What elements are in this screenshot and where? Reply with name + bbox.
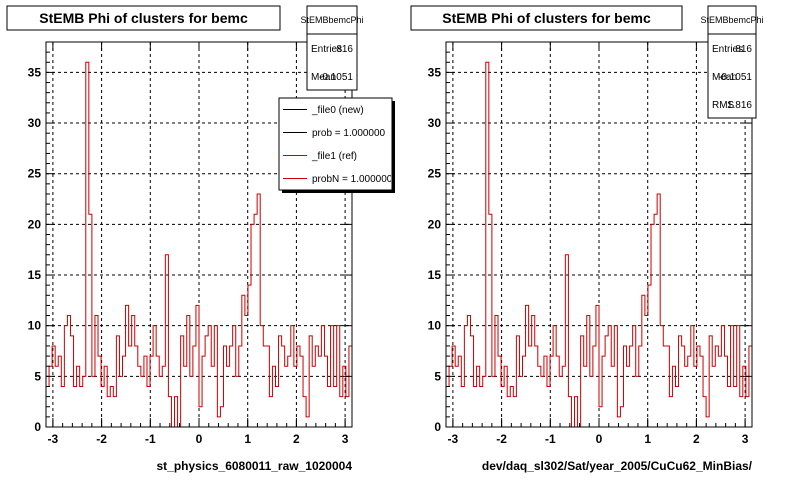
- stats-value-entries: 816: [336, 44, 353, 55]
- title-box: [410, 5, 683, 31]
- y-tick-label-2: 10: [428, 319, 442, 333]
- y-tick-label-7: 35: [428, 65, 442, 79]
- x-axis-label: st_physics_6080011_raw_1020004: [156, 459, 352, 473]
- stats-label-entries: Entries: [311, 44, 342, 55]
- stats-box-name: StEMBbemcPhi: [300, 15, 363, 25]
- y-tick-label-4: 20: [28, 217, 42, 231]
- stats-value-entries: 816: [735, 44, 752, 55]
- legend-label-3: _file1 (ref): [311, 151, 357, 162]
- y-tick-label-1: 5: [34, 369, 41, 383]
- x-tick-label-1: -2: [96, 432, 107, 446]
- y-tick-label-4: 20: [428, 217, 442, 231]
- legend-label-1: _file0 (new): [311, 105, 364, 116]
- x-tick-label-2: -1: [545, 432, 556, 446]
- stats-label-entries: Entries: [712, 44, 743, 55]
- y-tick-label-0: 0: [434, 420, 441, 434]
- y-tick-label-6: 30: [28, 116, 42, 130]
- x-tick-label-5: 2: [293, 432, 300, 446]
- legend-label-2: prob = 1.000000: [312, 128, 386, 139]
- legend: _file0 (new) prob = 1.000000 _file1 (ref) p…: [278, 97, 395, 193]
- legend-box: [278, 97, 393, 191]
- stats-label-mean: Mean: [712, 72, 737, 83]
- title-box: [6, 5, 281, 31]
- x-tick-label-5: 2: [693, 432, 700, 446]
- x-tick-label-0: -3: [448, 432, 459, 446]
- x-tick-label-2: -1: [145, 432, 156, 446]
- x-tick-label-4: 1: [644, 432, 651, 446]
- x-tick-label-4: 1: [244, 432, 251, 446]
- y-tick-label-6: 30: [428, 116, 442, 130]
- x-tick-label-0: -3: [48, 432, 59, 446]
- chart-panel-1: -3 -2 -1 0 1 2 305101520253035st_physics_60800…: [6, 5, 395, 473]
- stats-box: [306, 5, 358, 91]
- x-tick-label-3: 0: [196, 432, 203, 446]
- legend-label-4: probN = 1.000000: [312, 174, 393, 185]
- x-tick-label-6: 3: [742, 432, 749, 446]
- y-tick-label-5: 25: [28, 167, 42, 181]
- chart-panel-2: -3 -2 -1 0 1 2 305101520253035dev/daq_sl302/Sa…: [410, 5, 764, 473]
- stats-value-rms: 1.816: [727, 100, 752, 111]
- y-tick-label-3: 15: [28, 268, 42, 282]
- y-tick-label-5: 25: [428, 167, 442, 181]
- x-tick-label-1: -2: [496, 432, 507, 446]
- stats-label-mean: Mean: [311, 72, 336, 83]
- y-tick-label-0: 0: [34, 420, 41, 434]
- legend-entries: _file0 (new) prob = 1.000000 _file1 (ref) p…: [283, 105, 393, 185]
- stats-box-name: StEMBbemcPhi: [700, 15, 763, 25]
- x-tick-label-3: 0: [596, 432, 603, 446]
- y-tick-label-2: 10: [28, 319, 42, 333]
- chart-title: StEMB Phi of clusters for bemc: [39, 10, 248, 26]
- x-axis-label: dev/daq_sl302/Sat/year_2005/CuCu62_MinBi…: [482, 459, 753, 473]
- stats-label-rms: RMS: [712, 100, 735, 111]
- stats-value-mean: -0.1051: [319, 72, 353, 83]
- y-tick-label-1: 5: [434, 369, 441, 383]
- stats-value-mean: -0.1051: [718, 72, 752, 83]
- y-tick-label-3: 15: [428, 268, 442, 282]
- stats-box: [707, 5, 757, 119]
- y-tick-label-7: 35: [28, 65, 42, 79]
- chart-title: StEMB Phi of clusters for bemc: [442, 10, 651, 26]
- x-tick-label-6: 3: [342, 432, 349, 446]
- series-line-1: [46, 61, 352, 428]
- series-line-1: [446, 61, 752, 428]
